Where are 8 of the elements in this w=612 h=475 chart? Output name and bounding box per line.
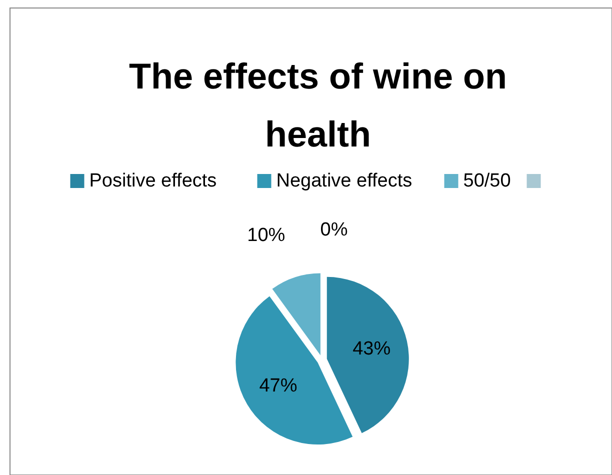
legend-label: 50/50: [463, 170, 511, 192]
data-label: 43%: [352, 338, 391, 360]
legend-label: Negative effects: [276, 170, 412, 192]
data-label: 47%: [259, 375, 298, 396]
text: 0%: [320, 220, 348, 240]
chart-title: The effects of wine on health: [128, 56, 508, 154]
legend-label: Positive effects: [89, 170, 217, 192]
data-label: 10%: [247, 225, 286, 246]
